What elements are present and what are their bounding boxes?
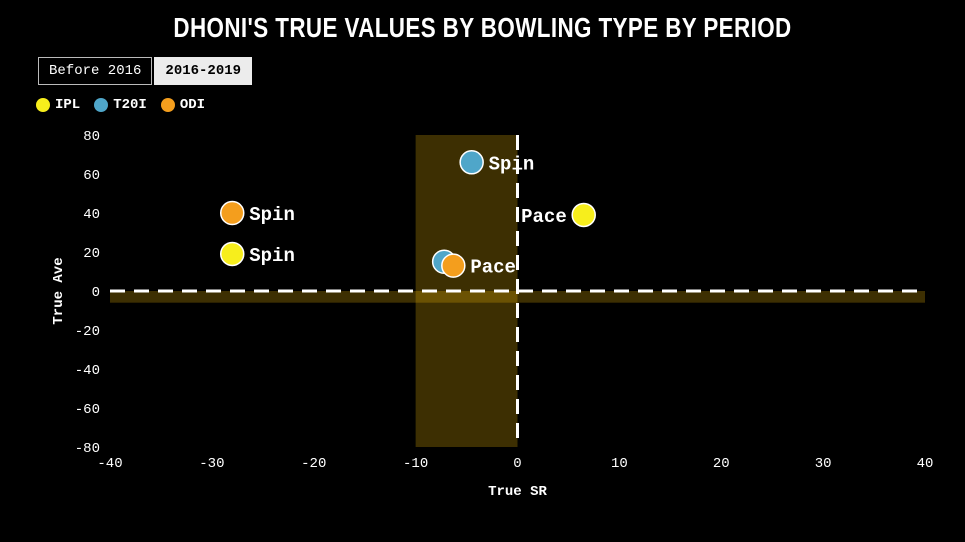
ipl-swatch-icon	[36, 98, 50, 112]
point-label-ipl-pace: Pace	[521, 206, 567, 228]
y-tick-label: 0	[92, 285, 100, 301]
odi-swatch-icon	[160, 98, 175, 112]
x-tick-label: -40	[97, 456, 122, 472]
point-label-ipl-spin: Spin	[249, 245, 295, 267]
x-tick-label: -10	[403, 456, 428, 472]
point-label-t20i-spin: Spin	[489, 153, 535, 175]
point-ipl-spin[interactable]	[220, 241, 245, 267]
point-label-odi-spin: Spin	[249, 204, 295, 226]
point-odi-pace[interactable]	[441, 253, 466, 278]
y-tick-label: -80	[75, 441, 100, 457]
x-tick-label: 30	[815, 456, 832, 472]
point-t20i-spin[interactable]	[459, 150, 484, 175]
t20i-swatch-icon	[94, 98, 109, 112]
y-tick-label: 60	[83, 168, 100, 184]
y-tick-label: -60	[75, 402, 100, 418]
x-tick-label: 10	[611, 456, 628, 472]
horizontal-band	[110, 291, 925, 303]
x-tick-label: 20	[713, 456, 730, 472]
point-ipl-pace[interactable]	[571, 202, 596, 228]
y-tick-label: -40	[75, 363, 100, 379]
y-axis-title: True Ave	[51, 257, 67, 324]
legend-label-odi: ODI	[179, 97, 206, 113]
x-axis-title: True SR	[488, 484, 547, 500]
page-title: DHONI'S TRUE VALUES BY BOWLING TYPE BY P…	[173, 12, 792, 43]
point-label-odi-pace: Pace	[470, 257, 516, 279]
y-tick-label: 40	[83, 207, 100, 223]
legend-item-odi[interactable]: ODI	[160, 97, 206, 113]
x-tick-label: 0	[513, 456, 521, 472]
x-tick-label: -30	[199, 456, 224, 472]
tab-before-2016[interactable]: Before 2016	[38, 57, 153, 85]
point-odi-spin[interactable]	[220, 200, 245, 226]
x-tick-label: 40	[917, 456, 934, 472]
y-tick-label: -20	[75, 324, 100, 340]
y-tick-label: 20	[83, 246, 100, 262]
x-tick-label: -20	[301, 456, 326, 472]
tab-2016-2019[interactable]: 2016-2019	[154, 57, 253, 85]
period-tabs: Before 2016 2016-2019	[38, 57, 253, 85]
legend: IPL T20I ODI	[36, 97, 205, 113]
legend-label-ipl: IPL	[55, 97, 81, 113]
legend-item-ipl[interactable]: IPL	[36, 97, 80, 113]
legend-item-t20i[interactable]: T20I	[94, 97, 147, 113]
y-tick-label: 80	[83, 129, 100, 145]
legend-label-t20i: T20I	[113, 97, 147, 113]
